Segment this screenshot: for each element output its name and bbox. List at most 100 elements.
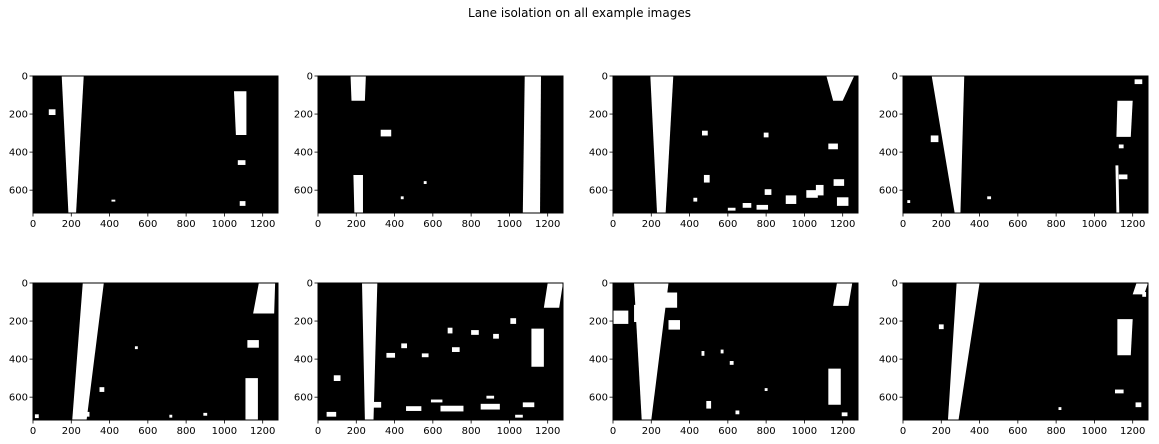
x-tick-label-0: 0	[900, 426, 906, 437]
noise-blob-1	[237, 160, 246, 165]
x-tick-label-1200: 1200	[1120, 219, 1145, 230]
lane-mark-3	[353, 174, 363, 213]
noise-blob-1	[702, 130, 708, 136]
axes-frame	[317, 282, 564, 421]
subplot-3-canvas: 0 200 400 600 800 1000 1200 0 200 400 600	[589, 72, 859, 230]
noise-blob-7	[169, 414, 173, 418]
x-tick-label-800: 800	[462, 426, 481, 437]
noise-blob-14	[693, 197, 698, 202]
x-tick-label-0: 0	[315, 426, 321, 437]
noise-blob-5	[987, 196, 992, 200]
noise-blob-3	[1134, 79, 1143, 85]
noise-blob-6	[907, 200, 911, 204]
x-tick-label-800: 800	[1047, 219, 1066, 230]
noise-blob-6	[720, 349, 724, 354]
x-tick-label-1200: 1200	[830, 219, 855, 230]
noise-blob-14	[522, 402, 535, 408]
noise-blob-1	[380, 129, 392, 137]
noise-blob-1	[930, 135, 939, 143]
noise-blob-1	[609, 310, 629, 324]
y-tick-label-400: 400	[589, 148, 608, 159]
x-tick-label-1200: 1200	[1120, 426, 1145, 437]
x-tick-label-800: 800	[462, 219, 481, 230]
y-tick-label-0: 0	[22, 72, 28, 83]
noise-blob-12	[440, 405, 464, 412]
noise-blob-2	[134, 346, 138, 350]
subplot-4-canvas: 0 200 400 600 800 1000 1200 0 200 400 600	[879, 72, 1149, 230]
x-tick-label-400: 400	[100, 426, 119, 437]
y-tick-label-600: 600	[294, 393, 313, 404]
x-tick-label-200: 200	[347, 426, 366, 437]
x-tick-label-600: 600	[423, 426, 442, 437]
noise-blob-7	[421, 353, 429, 358]
lane-mark-2	[522, 76, 541, 213]
lane-mark-2	[826, 76, 855, 101]
y-tick-label-200: 200	[294, 110, 313, 121]
noise-blob-10	[735, 410, 740, 415]
y-tick-label-0: 0	[892, 72, 898, 83]
subplot-6-canvas: 0 200 400 600 800 1000 1200 0 200 400 600	[294, 279, 564, 437]
subplot-5-canvas: 0 200 400 600 800 1000 1200 0 200 400 600	[9, 279, 279, 437]
x-tick-label-600: 600	[138, 219, 157, 230]
noise-blob-7	[729, 361, 734, 365]
x-tick-label-200: 200	[62, 426, 81, 437]
noise-blob-3	[400, 196, 404, 200]
y-tick-label-400: 400	[9, 355, 28, 366]
noise-blob-8	[764, 388, 768, 391]
noise-blob-13	[480, 403, 500, 410]
noise-blob-11	[841, 412, 848, 417]
x-tick-label-1200: 1200	[830, 426, 855, 437]
noise-blob-18	[486, 395, 495, 399]
noise-blob-9	[333, 375, 341, 381]
noise-blob-6	[203, 412, 208, 416]
x-tick-label-1200: 1200	[250, 426, 275, 437]
noise-blob-2	[1114, 389, 1124, 394]
lane-mark-2	[233, 91, 247, 135]
x-tick-label-400: 400	[385, 426, 404, 437]
x-tick-label-600: 600	[423, 219, 442, 230]
lane-mark-3	[1132, 283, 1148, 295]
x-tick-label-600: 600	[1008, 426, 1027, 437]
x-tick-label-800: 800	[1047, 426, 1066, 437]
axes-frame	[32, 282, 279, 421]
y-tick-label-400: 400	[879, 148, 898, 159]
noise-blob-4	[34, 414, 39, 419]
y-tick-label-200: 200	[589, 317, 608, 328]
noise-blob-11	[756, 204, 769, 210]
noise-blob-11	[406, 406, 422, 411]
x-tick-label-800: 800	[177, 219, 196, 230]
subplot-8-canvas: 0 200 400 600 800 1000 1200 0 200 400 600	[879, 279, 1149, 437]
axes-frame	[612, 282, 859, 421]
x-tick-label-0: 0	[30, 426, 36, 437]
axes-frame	[32, 75, 279, 214]
lane-mark-2	[1116, 100, 1133, 137]
noise-blob-5	[510, 318, 517, 324]
y-tick-label-0: 0	[602, 279, 608, 290]
noise-blob-15	[326, 411, 337, 417]
noise-blob-8	[451, 347, 460, 352]
y-tick-label-600: 600	[9, 186, 28, 197]
lane-mark-1	[362, 283, 378, 420]
noise-blob-1	[938, 324, 944, 330]
noise-blob-3	[828, 143, 838, 150]
noise-blob-5	[701, 351, 705, 356]
noise-blob-2	[634, 304, 650, 323]
x-tick-label-0: 0	[30, 219, 36, 230]
subplot-7: 0 200 400 600 800 1000 1200 0 200 400 600	[589, 279, 859, 437]
x-tick-label-800: 800	[757, 426, 776, 437]
x-tick-label-200: 200	[932, 219, 951, 230]
subplot-6: 0 200 400 600 800 1000 1200 0 200 400 600	[294, 279, 564, 437]
y-tick-label-600: 600	[9, 393, 28, 404]
x-tick-label-1200: 1200	[535, 426, 560, 437]
y-tick-label-600: 600	[879, 393, 898, 404]
y-tick-label-600: 600	[879, 186, 898, 197]
noise-blob-12	[815, 184, 824, 196]
x-tick-label-0: 0	[315, 219, 321, 230]
x-tick-label-400: 400	[385, 219, 404, 230]
lane-mark-3	[1115, 165, 1120, 213]
image-background	[33, 283, 278, 420]
subplot-2-canvas: 0 200 400 600 800 1000 1200 0 200 400 600	[294, 72, 564, 230]
subplot-7-canvas: 0 200 400 600 800 1000 1200 0 200 400 600	[589, 279, 859, 437]
x-tick-label-0: 0	[610, 426, 616, 437]
x-tick-label-400: 400	[680, 219, 699, 230]
